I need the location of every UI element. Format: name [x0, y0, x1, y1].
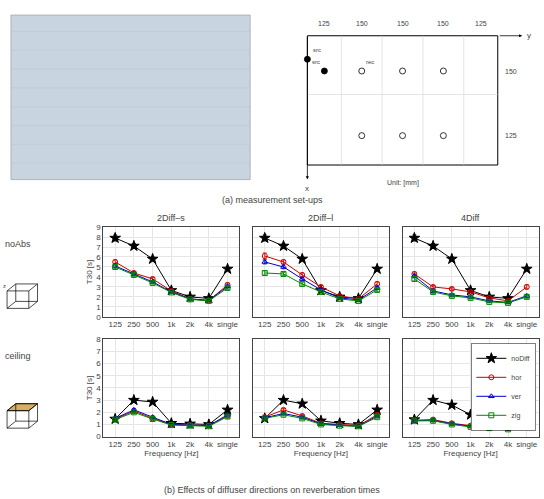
svg-text:T30 [s]: T30 [s]: [85, 376, 94, 400]
svg-text:Frequency [Hz]: Frequency [Hz]: [294, 449, 348, 458]
svg-text:hor: hor: [511, 374, 522, 381]
svg-text:single: single: [367, 440, 388, 449]
svg-text:single: single: [217, 440, 238, 449]
svg-text:Frequency [Hz]: Frequency [Hz]: [443, 449, 497, 458]
svg-text:rec: rec: [366, 59, 374, 65]
svg-text:ver: ver: [511, 393, 521, 400]
svg-text:2k: 2k: [335, 440, 344, 449]
svg-text:150: 150: [397, 20, 409, 27]
svg-text:8: 8: [96, 335, 101, 344]
svg-text:Unit: [mm]: Unit: [mm]: [387, 179, 419, 187]
svg-text:150: 150: [437, 20, 449, 27]
svg-text:1k: 1k: [317, 440, 326, 449]
svg-text:500: 500: [296, 320, 310, 329]
svg-text:6: 6: [96, 359, 101, 368]
svg-text:single: single: [516, 320, 537, 329]
svg-text:500: 500: [445, 320, 459, 329]
svg-text:1: 1: [96, 303, 101, 312]
svg-text:5: 5: [96, 263, 101, 272]
svg-text:1: 1: [96, 420, 101, 429]
svg-text:7: 7: [96, 347, 101, 356]
svg-text:250: 250: [277, 440, 291, 449]
svg-text:0: 0: [96, 432, 101, 441]
svg-text:2: 2: [96, 408, 101, 417]
svg-text:3: 3: [96, 283, 101, 292]
svg-text:z: z: [3, 283, 6, 289]
svg-text:2k: 2k: [186, 440, 195, 449]
svg-text:T30 [s]: T30 [s]: [85, 260, 94, 284]
svg-text:125: 125: [108, 320, 122, 329]
svg-text:9: 9: [96, 223, 101, 232]
svg-text:src: src: [313, 47, 321, 53]
svg-text:125: 125: [408, 440, 422, 449]
svg-text:y: y: [527, 31, 531, 40]
svg-text:250: 250: [127, 320, 141, 329]
svg-text:250: 250: [426, 440, 440, 449]
svg-text:(b) Effects of diffuser direct: (b) Effects of diffuser directions on re…: [164, 485, 380, 495]
svg-text:2k: 2k: [186, 320, 195, 329]
svg-text:125: 125: [108, 440, 122, 449]
svg-text:(a) measurement set-ups: (a) measurement set-ups: [222, 195, 323, 205]
svg-text:src: src: [312, 59, 320, 65]
svg-text:4k: 4k: [504, 320, 513, 329]
svg-text:Frequency [Hz]: Frequency [Hz]: [144, 449, 198, 458]
svg-text:125: 125: [258, 440, 272, 449]
svg-text:1k: 1k: [167, 320, 176, 329]
svg-text:2k: 2k: [335, 320, 344, 329]
svg-text:single: single: [516, 440, 537, 449]
svg-text:500: 500: [296, 440, 310, 449]
svg-text:250: 250: [277, 320, 291, 329]
svg-text:4k: 4k: [354, 440, 363, 449]
svg-text:125: 125: [475, 20, 487, 27]
svg-text:1k: 1k: [167, 440, 176, 449]
svg-text:4k: 4k: [504, 440, 513, 449]
svg-text:2Diff–l: 2Diff–l: [308, 213, 333, 223]
svg-text:4: 4: [96, 384, 101, 393]
svg-text:500: 500: [445, 440, 459, 449]
svg-text:1k: 1k: [317, 320, 326, 329]
svg-text:4k: 4k: [354, 320, 363, 329]
svg-text:ceiling: ceiling: [5, 351, 31, 361]
svg-text:500: 500: [146, 320, 160, 329]
svg-text:1k: 1k: [466, 440, 475, 449]
svg-text:500: 500: [146, 440, 160, 449]
svg-text:150: 150: [356, 20, 368, 27]
svg-text:1k: 1k: [466, 320, 475, 329]
svg-text:single: single: [217, 320, 238, 329]
svg-text:x: x: [305, 184, 309, 193]
svg-text:250: 250: [426, 320, 440, 329]
svg-text:7: 7: [96, 243, 101, 252]
svg-text:single: single: [367, 320, 388, 329]
svg-text:6: 6: [96, 253, 101, 262]
svg-text:2: 2: [96, 293, 101, 302]
svg-text:noDiff: noDiff: [511, 355, 529, 362]
svg-text:2Diff–s: 2Diff–s: [157, 213, 185, 223]
svg-text:0: 0: [96, 313, 101, 322]
svg-text:4k: 4k: [205, 320, 214, 329]
svg-text:250: 250: [127, 440, 141, 449]
svg-text:125: 125: [318, 20, 330, 27]
svg-text:150: 150: [505, 68, 517, 75]
svg-text:8: 8: [96, 233, 101, 242]
svg-text:noAbs: noAbs: [5, 239, 31, 249]
svg-text:4k: 4k: [205, 440, 214, 449]
svg-text:125: 125: [258, 320, 272, 329]
svg-text:4: 4: [96, 273, 101, 282]
svg-text:4Diff: 4Diff: [461, 213, 480, 223]
svg-text:zig: zig: [511, 412, 520, 420]
svg-text:125: 125: [408, 320, 422, 329]
svg-text:3: 3: [96, 396, 101, 405]
svg-text:2k: 2k: [485, 440, 494, 449]
svg-text:5: 5: [96, 372, 101, 381]
svg-text:2k: 2k: [485, 320, 494, 329]
svg-text:125: 125: [505, 132, 517, 139]
